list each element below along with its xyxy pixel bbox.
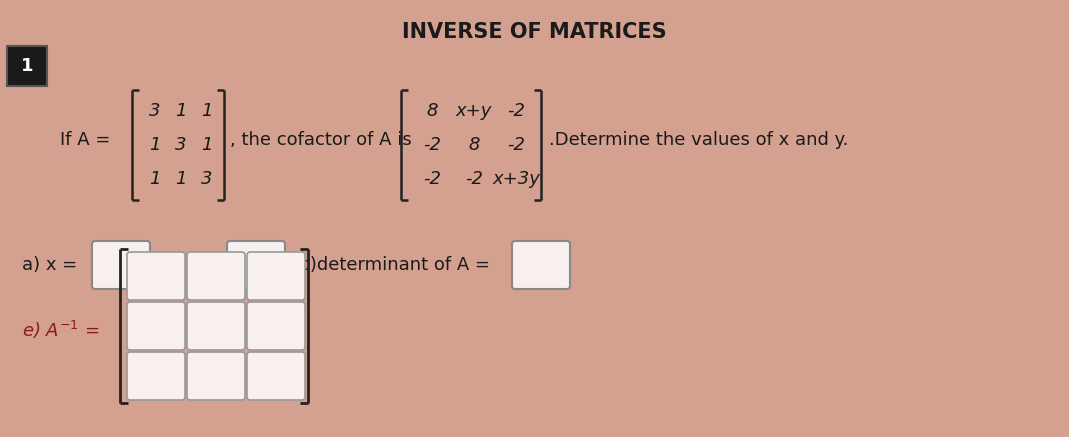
- Text: b) y =: b) y =: [165, 256, 227, 274]
- FancyBboxPatch shape: [127, 352, 185, 400]
- Text: If A =: If A =: [60, 131, 117, 149]
- Text: , the cofactor of A is: , the cofactor of A is: [230, 131, 412, 149]
- FancyBboxPatch shape: [227, 241, 285, 289]
- Text: 3: 3: [150, 102, 160, 120]
- FancyBboxPatch shape: [127, 252, 185, 300]
- FancyBboxPatch shape: [247, 302, 305, 350]
- Text: -2: -2: [507, 136, 525, 154]
- FancyBboxPatch shape: [187, 352, 245, 400]
- FancyBboxPatch shape: [247, 352, 305, 400]
- Text: 1: 1: [175, 102, 187, 120]
- Text: x+y: x+y: [455, 102, 492, 120]
- Text: -2: -2: [423, 170, 441, 188]
- Text: a) x =: a) x =: [22, 256, 83, 274]
- FancyBboxPatch shape: [127, 302, 185, 350]
- Text: c)determinant of A =: c)determinant of A =: [300, 256, 496, 274]
- FancyBboxPatch shape: [7, 46, 47, 86]
- Text: 1: 1: [175, 170, 187, 188]
- Text: .Determine the values of x and y.: .Determine the values of x and y.: [549, 131, 849, 149]
- Text: 1: 1: [201, 136, 213, 154]
- Text: 1: 1: [201, 102, 213, 120]
- Text: 1: 1: [150, 136, 160, 154]
- FancyBboxPatch shape: [187, 302, 245, 350]
- Text: -2: -2: [465, 170, 483, 188]
- FancyBboxPatch shape: [187, 252, 245, 300]
- Text: 8: 8: [427, 102, 437, 120]
- Text: x+3y: x+3y: [492, 170, 540, 188]
- Text: -2: -2: [423, 136, 441, 154]
- FancyBboxPatch shape: [247, 252, 305, 300]
- Text: INVERSE OF MATRICES: INVERSE OF MATRICES: [402, 22, 666, 42]
- Text: 1: 1: [20, 57, 33, 75]
- Text: e) $A^{-1}$ =: e) $A^{-1}$ =: [22, 319, 99, 341]
- Text: -2: -2: [507, 102, 525, 120]
- Text: 1: 1: [150, 170, 160, 188]
- Text: 3: 3: [175, 136, 187, 154]
- FancyBboxPatch shape: [92, 241, 150, 289]
- FancyBboxPatch shape: [512, 241, 570, 289]
- Text: 3: 3: [201, 170, 213, 188]
- Text: 8: 8: [468, 136, 480, 154]
